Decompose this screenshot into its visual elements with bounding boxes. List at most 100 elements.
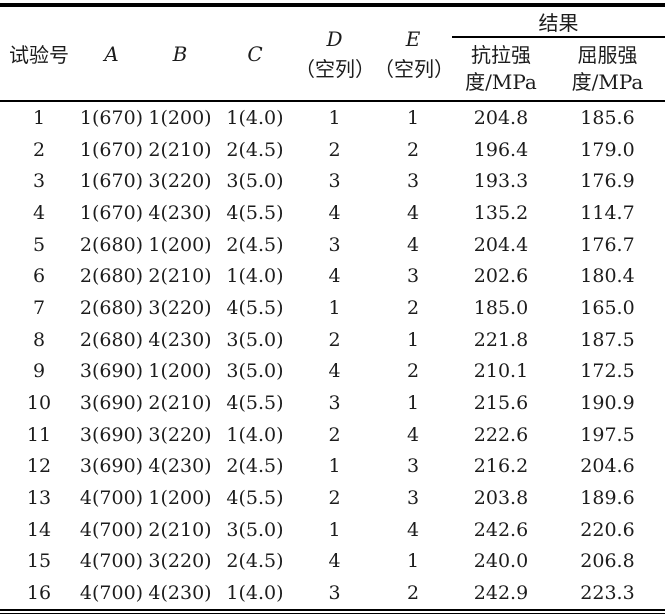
yield-strength-label-line1: 屈服强 bbox=[577, 43, 638, 67]
table-cell: 12 bbox=[26, 455, 52, 478]
table-cell: 3(5.0) bbox=[226, 328, 284, 351]
table-row: 4 1(670) 4(230) 4(5.5) 4 4 135.2 114.7 bbox=[0, 197, 665, 229]
table-cell: 4 bbox=[328, 360, 341, 383]
col-header-tensile-strength: 抗拉强 度/MPa bbox=[452, 37, 550, 101]
table-cell: 3(220) bbox=[148, 550, 212, 573]
table-cell: 3(690) bbox=[79, 423, 144, 446]
table-row: 1 1(670) 1(200) 1(4.0) 1 1 204.8 185.6 bbox=[0, 101, 665, 134]
table-cell: 1(4.0) bbox=[226, 582, 284, 605]
table-row: 7 2(680) 3(220) 4(5.5) 1 2 185.0 165.0 bbox=[0, 292, 665, 324]
table-cell: 2 bbox=[406, 138, 420, 161]
table-cell: 1 bbox=[406, 392, 420, 415]
table-cell: 242.9 bbox=[473, 582, 529, 605]
table-cell: 3(690) bbox=[79, 455, 144, 478]
table-cell: 4 bbox=[32, 201, 46, 224]
table-cell: 14 bbox=[26, 518, 52, 541]
table-cell: 189.6 bbox=[580, 487, 635, 510]
table-row: 15 4(700) 3(220) 2(4.5) 4 1 240.0 206.8 bbox=[0, 546, 665, 578]
table-cell: 2(4.5) bbox=[226, 233, 284, 256]
table-cell: 1(670) bbox=[79, 106, 144, 129]
table-cell: 2(4.5) bbox=[226, 138, 284, 161]
table-cell: 185.0 bbox=[473, 296, 529, 319]
table-cell: 4(230) bbox=[148, 201, 212, 224]
table-cell: 13 bbox=[26, 487, 52, 510]
table-cell: 1 bbox=[32, 106, 46, 129]
table-row: 8 2(680) 4(230) 3(5.0) 2 1 221.8 187.5 bbox=[0, 324, 665, 356]
table-cell: 114.7 bbox=[580, 201, 635, 224]
table-cell: 6 bbox=[32, 265, 46, 288]
table-cell: 210.1 bbox=[473, 360, 529, 383]
table-cell: 2(210) bbox=[148, 392, 212, 415]
table-cell: 4 bbox=[328, 265, 341, 288]
table-cell: 2(210) bbox=[148, 265, 212, 288]
table-cell: 3(5.0) bbox=[226, 170, 284, 193]
tensile-strength-label-line2: 度/MPa bbox=[465, 70, 537, 94]
yield-strength-label-line2: 度/MPa bbox=[571, 70, 644, 94]
table-cell: 3 bbox=[328, 392, 341, 415]
factor-e-letter: E bbox=[405, 26, 421, 51]
table-cell: 4 bbox=[406, 201, 420, 224]
table-cell: 216.2 bbox=[473, 455, 529, 478]
table-cell: 4 bbox=[328, 550, 341, 573]
table-cell: 1(670) bbox=[79, 138, 144, 161]
table-cell: 1 bbox=[328, 296, 341, 319]
factor-d-letter: D bbox=[326, 26, 343, 51]
table-cell: 1(200) bbox=[148, 360, 212, 383]
table-cell: 4 bbox=[328, 201, 341, 224]
table-cell: 187.5 bbox=[580, 328, 635, 351]
col-header-factor-c: C bbox=[247, 41, 263, 66]
table-row: 10 3(690) 2(210) 4(5.5) 3 1 215.6 190.9 bbox=[0, 387, 665, 419]
table-cell: 2(680) bbox=[79, 296, 144, 319]
table-cell: 1(200) bbox=[148, 106, 212, 129]
table-cell: 5 bbox=[32, 233, 46, 256]
table-cell: 1 bbox=[328, 106, 341, 129]
table-row: 2 1(670) 2(210) 2(4.5) 2 2 196.4 179.0 bbox=[0, 134, 665, 166]
table-cell: 206.8 bbox=[580, 550, 635, 573]
table-cell: 222.6 bbox=[473, 423, 529, 446]
col-header-factor-d: D （空列） bbox=[295, 5, 375, 101]
table-cell: 7 bbox=[32, 296, 46, 319]
table-cell: 4(5.5) bbox=[226, 201, 284, 224]
table-cell: 202.6 bbox=[473, 265, 529, 288]
table-cell: 242.6 bbox=[473, 518, 529, 541]
table-cell: 190.9 bbox=[580, 392, 635, 415]
table-row: 12 3(690) 4(230) 2(4.5) 1 3 216.2 204.6 bbox=[0, 451, 665, 483]
table-cell: 2 bbox=[406, 360, 420, 383]
table-row: 11 3(690) 3(220) 1(4.0) 2 4 222.6 197.5 bbox=[0, 419, 665, 451]
col-header-test-no: 试验号 bbox=[9, 43, 69, 67]
factor-d-empty-column-note: （空列） bbox=[295, 56, 375, 81]
table-cell: 2(210) bbox=[148, 138, 212, 161]
table-cell: 1(4.0) bbox=[226, 423, 284, 446]
table-cell: 197.5 bbox=[580, 423, 635, 446]
table-cell: 1(670) bbox=[79, 201, 144, 224]
table-cell: 3 bbox=[328, 170, 341, 193]
table-cell: 1 bbox=[406, 328, 420, 351]
col-header-result-group: 结果 bbox=[452, 5, 665, 38]
table-cell: 4(230) bbox=[148, 455, 212, 478]
col-header-factor-b: B bbox=[172, 41, 188, 66]
col-header-factor-a: A bbox=[104, 41, 119, 66]
table-cell: 4 bbox=[406, 518, 420, 541]
tensile-strength-label-line1: 抗拉强 bbox=[471, 43, 531, 67]
table-cell: 3(5.0) bbox=[226, 360, 284, 383]
table-cell: 2 bbox=[328, 487, 341, 510]
table-cell: 193.3 bbox=[473, 170, 529, 193]
table-row: 3 1(670) 3(220) 3(5.0) 3 3 193.3 176.9 bbox=[0, 165, 665, 197]
table-cell: 179.0 bbox=[580, 138, 635, 161]
table-cell: 4 bbox=[406, 233, 420, 256]
table-row: 6 2(680) 2(210) 1(4.0) 4 3 202.6 180.4 bbox=[0, 260, 665, 292]
col-header-factor-e: E （空列） bbox=[374, 5, 454, 101]
table-cell: 1(200) bbox=[148, 233, 212, 256]
table-cell: 4 bbox=[406, 423, 420, 446]
table-cell: 2 bbox=[328, 138, 341, 161]
table-cell: 221.8 bbox=[473, 328, 529, 351]
table-cell: 2(680) bbox=[79, 328, 144, 351]
table-cell: 15 bbox=[26, 550, 52, 573]
table-row: 9 3(690) 1(200) 3(5.0) 4 2 210.1 172.5 bbox=[0, 356, 665, 388]
table-cell: 16 bbox=[26, 582, 52, 605]
table-cell: 165.0 bbox=[580, 296, 635, 319]
table-cell: 223.3 bbox=[580, 582, 635, 605]
table-cell: 4(230) bbox=[148, 582, 212, 605]
table-cell: 3 bbox=[406, 487, 420, 510]
table-cell: 1 bbox=[406, 106, 420, 129]
